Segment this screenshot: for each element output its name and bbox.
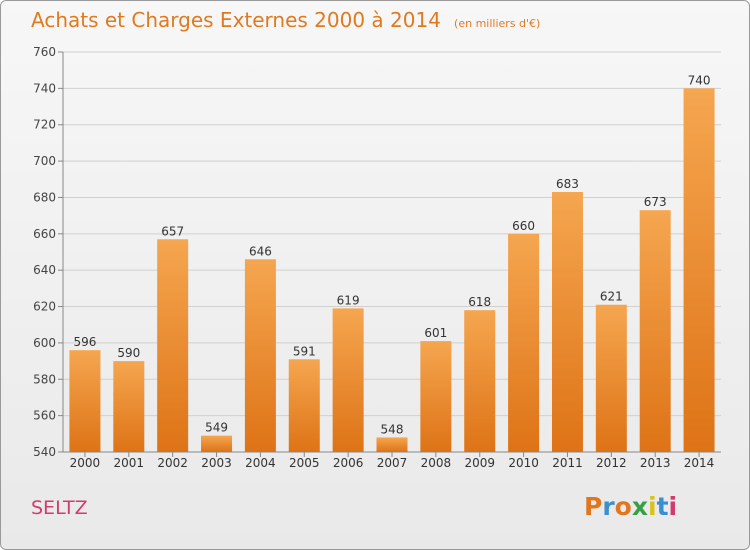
- logo-letter: o: [614, 492, 632, 521]
- bar-value-label: 673: [644, 195, 667, 209]
- y-tick-label: 620: [33, 300, 56, 314]
- bar-value-label: 548: [381, 422, 404, 436]
- y-tick-label: 740: [33, 81, 56, 95]
- y-tick-label: 640: [33, 263, 56, 277]
- y-tick-label: 760: [33, 45, 56, 59]
- y-tick-label: 680: [33, 190, 56, 204]
- x-tick-label: 2000: [70, 456, 101, 470]
- bar-value-label: 591: [293, 344, 316, 358]
- x-tick-label: 2003: [201, 456, 232, 470]
- chart-title: Achats et Charges Externes 2000 à 2014: [31, 8, 441, 32]
- logo-letter: i: [648, 492, 657, 521]
- x-tick-label: 2009: [464, 456, 495, 470]
- proxiti-logo[interactable]: Proxiti: [584, 492, 677, 521]
- bar: [420, 341, 452, 452]
- y-tick-label: 660: [33, 227, 56, 241]
- bar: [113, 361, 145, 452]
- bar-value-label: 657: [161, 224, 184, 238]
- x-tick-label: 2014: [684, 456, 715, 470]
- bar: [639, 210, 671, 452]
- y-tick-label: 600: [33, 336, 56, 350]
- bar: [244, 259, 276, 452]
- x-tick-label: 2005: [289, 456, 320, 470]
- title-row: Achats et Charges Externes 2000 à 2014 (…: [31, 8, 540, 32]
- bar-value-label: 740: [688, 73, 711, 87]
- x-tick-label: 2002: [157, 456, 188, 470]
- bar: [551, 192, 583, 452]
- y-tick-label: 720: [33, 118, 56, 132]
- bar: [201, 435, 233, 452]
- bar: [332, 308, 364, 452]
- bar: [595, 304, 627, 452]
- x-tick-label: 2010: [508, 456, 539, 470]
- bar-value-label: 596: [73, 335, 96, 349]
- bar-value-label: 619: [337, 293, 360, 307]
- logo-letter: r: [602, 492, 615, 521]
- y-tick-label: 560: [33, 409, 56, 423]
- logo-letter: x: [631, 492, 648, 521]
- axis-layer: 540 560 580 600 620 640 660 680 700 720 740 760 2000…: [33, 45, 721, 470]
- logo-letter: P: [584, 492, 603, 521]
- chart-subtitle: (en milliers d'€): [454, 17, 541, 30]
- bar: [157, 239, 189, 452]
- bar-value-label: 660: [512, 219, 535, 233]
- bar-layer: 596 590 657 549 646 591 619 548 601 618 660 683 621 6…: [69, 73, 715, 452]
- bar: [69, 350, 101, 452]
- bar-value-label: 601: [424, 326, 447, 340]
- bar-value-label: 549: [205, 421, 228, 435]
- commune-name: SELTZ: [31, 497, 88, 519]
- x-tick-label: 2008: [421, 456, 452, 470]
- bar: [683, 88, 715, 452]
- bar-value-label: 621: [600, 290, 623, 304]
- x-tick-label: 2004: [245, 456, 276, 470]
- bar: [376, 437, 408, 452]
- logo-letter: t: [656, 492, 669, 521]
- x-tick-label: 2007: [377, 456, 408, 470]
- x-tick-label: 2011: [552, 456, 583, 470]
- bar-value-label: 646: [249, 244, 272, 258]
- x-tick-label: 2001: [114, 456, 145, 470]
- bar-value-label: 590: [117, 346, 140, 360]
- bar: [288, 359, 320, 452]
- logo-letter: i: [668, 492, 678, 521]
- x-tick-label: 2012: [596, 456, 627, 470]
- y-tick-label: 700: [33, 154, 56, 168]
- y-tick-label: 540: [33, 445, 56, 459]
- bar-value-label: 618: [468, 295, 491, 309]
- bar: [464, 310, 496, 452]
- bar-value-label: 683: [556, 177, 579, 191]
- bar: [508, 233, 540, 452]
- x-tick-label: 2013: [640, 456, 671, 470]
- x-tick-label: 2006: [333, 456, 364, 470]
- y-tick-label: 580: [33, 372, 56, 386]
